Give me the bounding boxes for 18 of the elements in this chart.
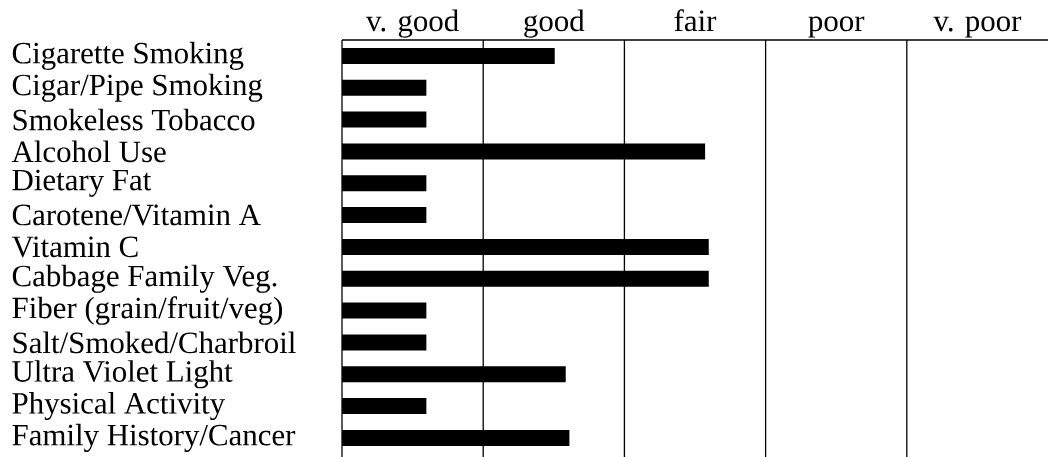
y-tick-label: Cigar/Pipe Smoking — [12, 73, 263, 102]
text: v. poor — [933, 16, 1022, 38]
y-tick-label: Carotene/Vitamin A — [12, 204, 261, 226]
y-tick-label: Dietary Fat — [12, 169, 152, 197]
y-tick-label: Ultra Violet Light — [12, 360, 233, 389]
y-tick-label: Family History/Cancer — [12, 423, 296, 452]
text: poor — [808, 16, 865, 38]
y-tick-label: Salt/Smoked/Charbroil — [13, 331, 296, 354]
y-tick-label: Vitamin C — [11, 236, 138, 258]
text: v. good — [366, 9, 459, 38]
text: good — [524, 9, 585, 38]
y-tick-label: Physical Activity — [12, 392, 226, 421]
y-tick-label: Fiber (grain/fruit/veg) — [12, 296, 283, 325]
y-tick-label: Smokeless Tobacco — [13, 108, 255, 131]
y-tick-label: Alcohol Use — [11, 140, 166, 163]
y-tick-label: Cigarette Smoking — [12, 41, 244, 70]
y-tick-label: Cabbage Family Veg. — [12, 264, 277, 293]
text: fair — [674, 9, 717, 32]
